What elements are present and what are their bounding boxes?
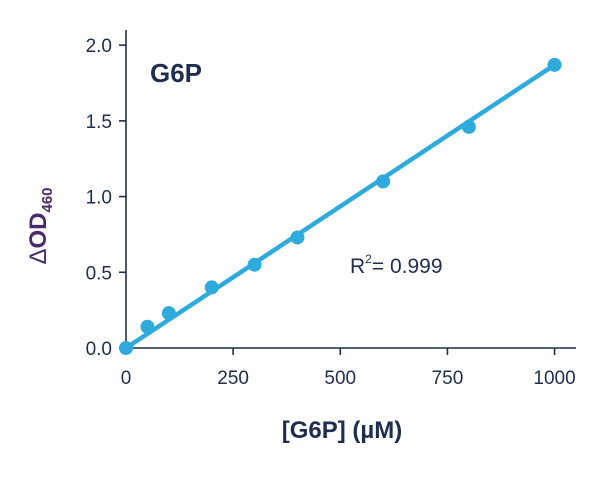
y-tick-label: 1.0	[86, 188, 112, 209]
x-tick-label: 500	[324, 368, 356, 389]
data-points	[119, 57, 562, 355]
y-axis-label-sub: 460	[39, 187, 56, 212]
y-axis-label-delta: Δ	[25, 249, 52, 265]
y-tick-label: 2.0	[86, 36, 112, 57]
fit-line	[123, 62, 557, 351]
y-ticks: 0.0 0.5 1.0 1.5 2.0	[86, 36, 126, 360]
r-squared-annotation: R2= 0.999	[350, 252, 443, 278]
r-label: R	[350, 255, 365, 278]
data-point	[547, 57, 562, 72]
y-tick-label: 1.5	[86, 112, 112, 133]
y-axis-label-main: OD	[25, 213, 52, 249]
data-point	[161, 306, 176, 321]
x-tick-label: 750	[432, 368, 464, 389]
x-ticks: 0 250 500 750 1000	[121, 348, 576, 389]
data-point	[140, 319, 155, 334]
y-tick-label: 0.0	[86, 339, 112, 360]
y-axis-label: ΔOD460	[25, 187, 56, 264]
chart-title: G6P	[150, 58, 202, 88]
x-tick-label: 1000	[533, 368, 575, 389]
data-point	[290, 230, 305, 245]
x-tick-label: 250	[217, 368, 249, 389]
data-point	[204, 280, 219, 295]
r-value: = 0.999	[372, 255, 443, 278]
r-sup: 2	[365, 252, 372, 266]
data-point	[247, 257, 262, 272]
data-point	[376, 174, 391, 189]
x-tick-label: 0	[121, 368, 132, 389]
x-axis-label: [G6P] (µM)	[282, 417, 402, 444]
y-tick-label: 0.5	[86, 263, 112, 284]
data-point	[119, 341, 133, 355]
data-point	[461, 119, 476, 134]
